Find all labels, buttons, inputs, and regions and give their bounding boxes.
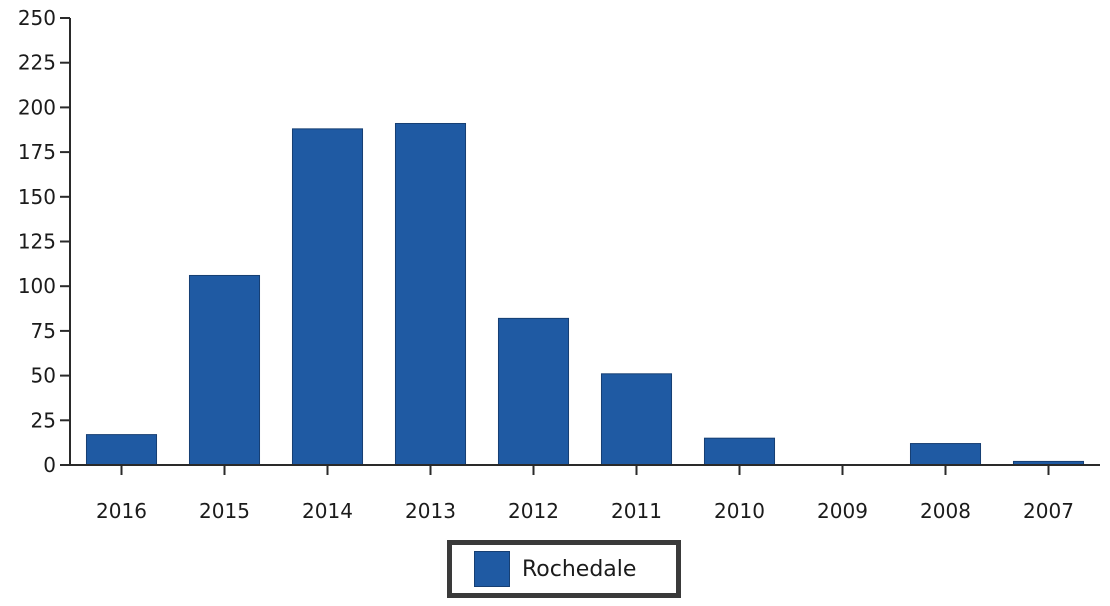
y-tick-label: 125: [18, 230, 56, 254]
y-tick-label: 250: [18, 6, 56, 30]
legend-label: Rochedale: [522, 556, 637, 582]
y-tick-label: 225: [18, 51, 56, 75]
bar-2011: [600, 373, 673, 466]
x-tick-label: 2009: [817, 499, 868, 523]
x-tick-label: 2008: [920, 499, 971, 523]
x-tick-label: 2016: [96, 499, 147, 523]
y-tick-label: 150: [18, 185, 56, 209]
x-tick-label: 2011: [611, 499, 662, 523]
x-axis: 2016 2015 2014 2013 2012 2011 2010 2009 2008 2007: [70, 464, 1100, 523]
y-tick-label: 100: [18, 274, 56, 298]
y-tick-label: 200: [18, 95, 56, 119]
y-tick-label: 50: [31, 364, 56, 388]
bars: [85, 122, 1085, 466]
bar-2010: [703, 437, 776, 466]
x-tick-label: 2013: [405, 499, 456, 523]
bar-2014: [291, 128, 364, 466]
y-tick-label: 75: [31, 319, 56, 343]
bar-2008: [909, 443, 982, 466]
bar-2012: [497, 317, 570, 466]
bar-2015: [188, 274, 261, 466]
bar-2013: [394, 122, 467, 466]
x-tick-label: 2007: [1023, 499, 1074, 523]
x-tick-label: 2015: [199, 499, 250, 523]
y-axis: 0 25 50 75 100 125 150 175 200 225 250: [18, 6, 71, 477]
y-tick-label: 175: [18, 140, 56, 164]
legend: Rochedale: [447, 540, 681, 598]
bar-2016: [85, 434, 158, 466]
legend-swatch: [474, 551, 510, 587]
x-tick-label: 2014: [302, 499, 353, 523]
y-tick-label: 25: [31, 408, 56, 432]
x-tick-label: 2012: [508, 499, 559, 523]
y-tick-label: 0: [43, 453, 56, 477]
x-tick-label: 2010: [714, 499, 765, 523]
